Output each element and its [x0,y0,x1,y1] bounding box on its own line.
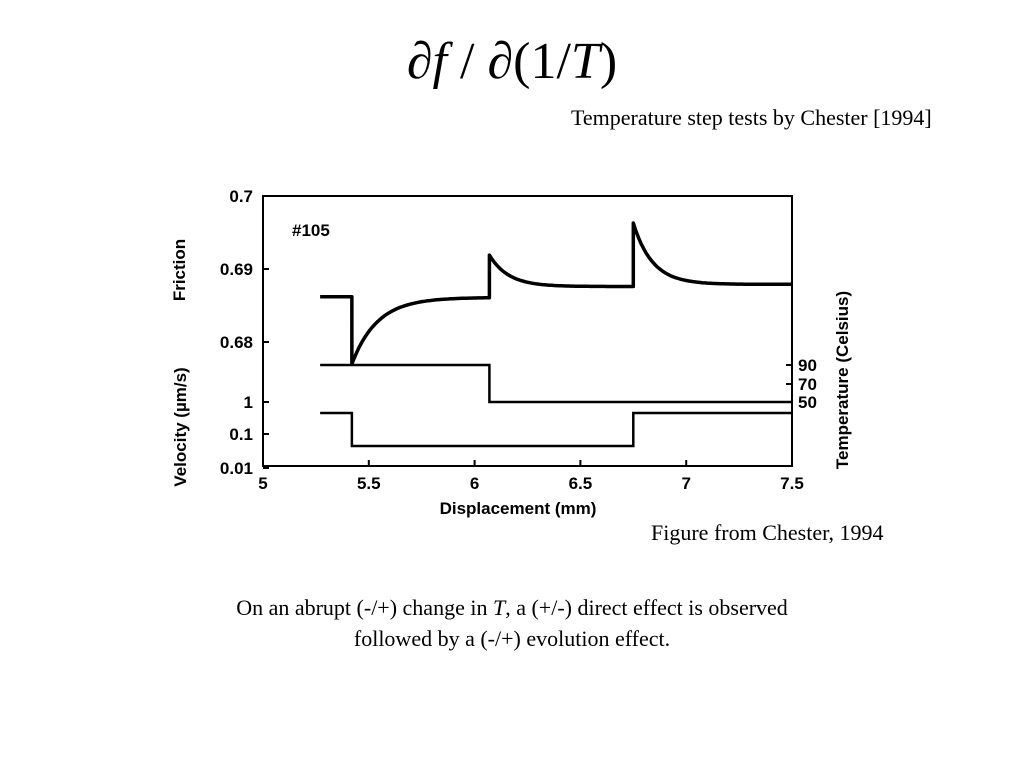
friction-tick-label: 0.69 [220,260,253,279]
temperature-series-line [320,363,792,404]
slide-body-text: On an abrupt (-/+) change in T, a (+/-) … [0,592,1024,654]
title-partial-symbol: ∂ [406,33,433,90]
x-tick-label: 6.5 [569,474,593,493]
friction-series-line [320,221,792,366]
temperature-tick-label: 50 [798,393,817,412]
x-tick-label: 6 [470,474,479,493]
friction-tick-label: 0.7 [229,187,253,206]
velocity-series-line [320,411,792,448]
slide-title: ∂f / ∂(1/T) [0,30,1024,94]
title-middle: / ∂(1/ [447,33,571,90]
velocity-tick-label: 1 [244,393,253,412]
temperature-tick-label: 70 [798,375,817,394]
plot-area: 5 5.5 6 6.5 7 7.5 Displacement (mm) 0.7 0.69 0.68… [170,187,852,518]
temperature-axis-label: Temperature (Celsius) [833,291,852,469]
body-line1-T: T [492,595,506,620]
x-tick-label: 7.5 [780,474,804,493]
title-close: ) [599,33,618,90]
x-axis-label: Displacement (mm) [440,499,597,518]
friction-axis-label: Friction [170,239,189,301]
slide-subtitle: Temperature step tests by Chester [1994] [571,105,932,130]
friction-tick-label: 0.68 [220,333,253,352]
x-tick-label: 5 [258,474,267,493]
body-line1-a: On an abrupt (-/+) change in [236,595,493,620]
body-line2: followed by a (-/+) evolution effect. [353,626,671,651]
title-f: f [432,33,447,90]
title-T: T [570,33,600,90]
velocity-tick-label: 0.1 [229,425,253,444]
x-tick-label: 7 [681,474,690,493]
x-tick-label: 5.5 [357,474,381,493]
body-line1-b: , a (+/-) direct effect is observed [505,595,788,620]
velocity-axis-label: Velocity (µm/s) [171,367,190,486]
run-annotation: #105 [292,221,330,240]
velocity-tick-label: 0.01 [220,459,253,478]
temperature-tick-label: 90 [798,356,817,375]
plot-frame [262,195,793,467]
figure-caption: Figure from Chester, 1994 [651,520,884,545]
